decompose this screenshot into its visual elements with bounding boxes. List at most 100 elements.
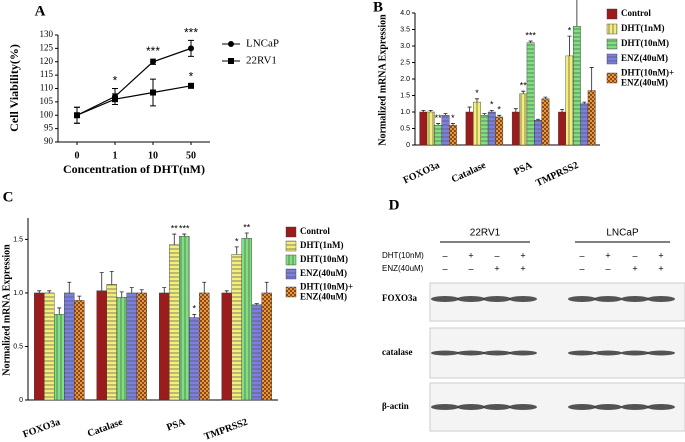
significance: ***: [184, 26, 198, 40]
legend-swatch: [285, 240, 297, 252]
legend-swatch: [606, 72, 618, 84]
band: [509, 295, 537, 302]
marker: [112, 96, 118, 103]
x-tick-label: 0: [75, 150, 80, 161]
error-bar: [560, 108, 565, 112]
significance: *: [451, 113, 455, 123]
error-bar: [172, 233, 177, 245]
y-tick-label: 95: [44, 123, 54, 133]
band: [568, 295, 596, 302]
band: [568, 350, 596, 356]
band: [457, 295, 485, 302]
significance: ***: [146, 44, 160, 58]
treatment-sign: –: [442, 250, 447, 260]
bar: [34, 292, 45, 401]
band: [483, 295, 511, 302]
bar: [519, 93, 528, 146]
y-tick-label: 0.5: [400, 125, 410, 132]
bar: [189, 317, 200, 401]
y-tick-label: 1.0: [400, 109, 410, 116]
legend-swatch: [606, 53, 618, 65]
error-bar: [482, 113, 487, 116]
error-bar: [264, 281, 269, 293]
legend-swatch: [285, 226, 297, 238]
band: [431, 404, 459, 410]
error-bar: [450, 123, 455, 126]
treatment-sign: –: [632, 250, 637, 260]
treatment-sign: +: [605, 250, 610, 260]
marker: [150, 89, 156, 96]
legend-label: DHT(10nM): [300, 254, 348, 264]
error-bar: [99, 272, 104, 291]
error-bar: [244, 232, 249, 239]
y-tick-label: 2.0: [400, 76, 410, 83]
error-bar: [521, 90, 526, 94]
significance: *: [192, 304, 196, 314]
significance: **: [435, 113, 443, 123]
bar: [169, 244, 180, 401]
y-tick-label: 90: [44, 136, 54, 146]
error-bar: [443, 113, 448, 116]
significance: **: [243, 222, 251, 232]
y-tick-label: 1.5: [400, 92, 410, 99]
bar: [106, 284, 117, 401]
error-bar: [254, 303, 259, 305]
error-bar: [202, 281, 207, 293]
marker: [74, 112, 80, 119]
error-bar: [436, 123, 441, 126]
error-bar: [513, 108, 518, 112]
y-tick-label: 4.0: [400, 10, 410, 17]
y-tick-label: 3.0: [400, 43, 410, 50]
error-bar: [57, 307, 62, 315]
bar: [495, 116, 504, 146]
x-tick-label: 1: [113, 150, 118, 161]
bar: [126, 292, 137, 401]
group-label: 22RV1: [470, 228, 501, 239]
bar: [64, 292, 75, 401]
legend-swatch: [285, 254, 297, 266]
significance: *: [490, 100, 494, 110]
y-tick-label: 0: [19, 397, 23, 404]
error-bar: [47, 290, 52, 293]
y-tick-label: 110: [40, 83, 54, 93]
y-tick-label: 120: [40, 56, 54, 66]
group-label: LNCaP: [606, 228, 639, 239]
legend-marker: [228, 41, 234, 47]
significance: **: [171, 223, 179, 233]
significance: *: [113, 74, 118, 88]
bar: [96, 290, 107, 401]
band: [621, 404, 649, 410]
significance: **: [520, 81, 528, 91]
error-bar: [37, 290, 42, 293]
marker: [188, 82, 194, 89]
band: [483, 350, 511, 356]
bar: [241, 238, 252, 401]
band: [457, 350, 485, 356]
error-bar: [182, 233, 187, 237]
panel-label: A: [35, 3, 46, 19]
error-bar: [192, 313, 197, 318]
blot-frame: [429, 282, 685, 322]
treatment-sign: –: [579, 250, 584, 260]
bar: [159, 292, 170, 401]
treatment-sign: –: [468, 263, 473, 273]
bar: [441, 115, 450, 146]
legend-label: Control: [300, 226, 330, 236]
error-bar: [129, 287, 134, 293]
treatment-sign: +: [494, 263, 499, 273]
y-tick-label: 105: [40, 96, 54, 106]
panel-label: D: [389, 197, 400, 213]
x-tick-label: 50: [186, 150, 196, 161]
error-bar: [576, 0, 578, 27]
bar: [487, 111, 496, 146]
band-label: β-actin: [382, 401, 409, 411]
legend-swatch: [606, 8, 618, 20]
significance: *: [189, 70, 194, 84]
y-tick-label: 130: [40, 29, 54, 39]
legend-marker: [228, 58, 234, 64]
error-bar: [67, 281, 72, 293]
bar: [473, 101, 481, 146]
treatment-sign: +: [520, 250, 525, 260]
band-label: catalase: [382, 347, 413, 357]
bar: [54, 314, 65, 401]
